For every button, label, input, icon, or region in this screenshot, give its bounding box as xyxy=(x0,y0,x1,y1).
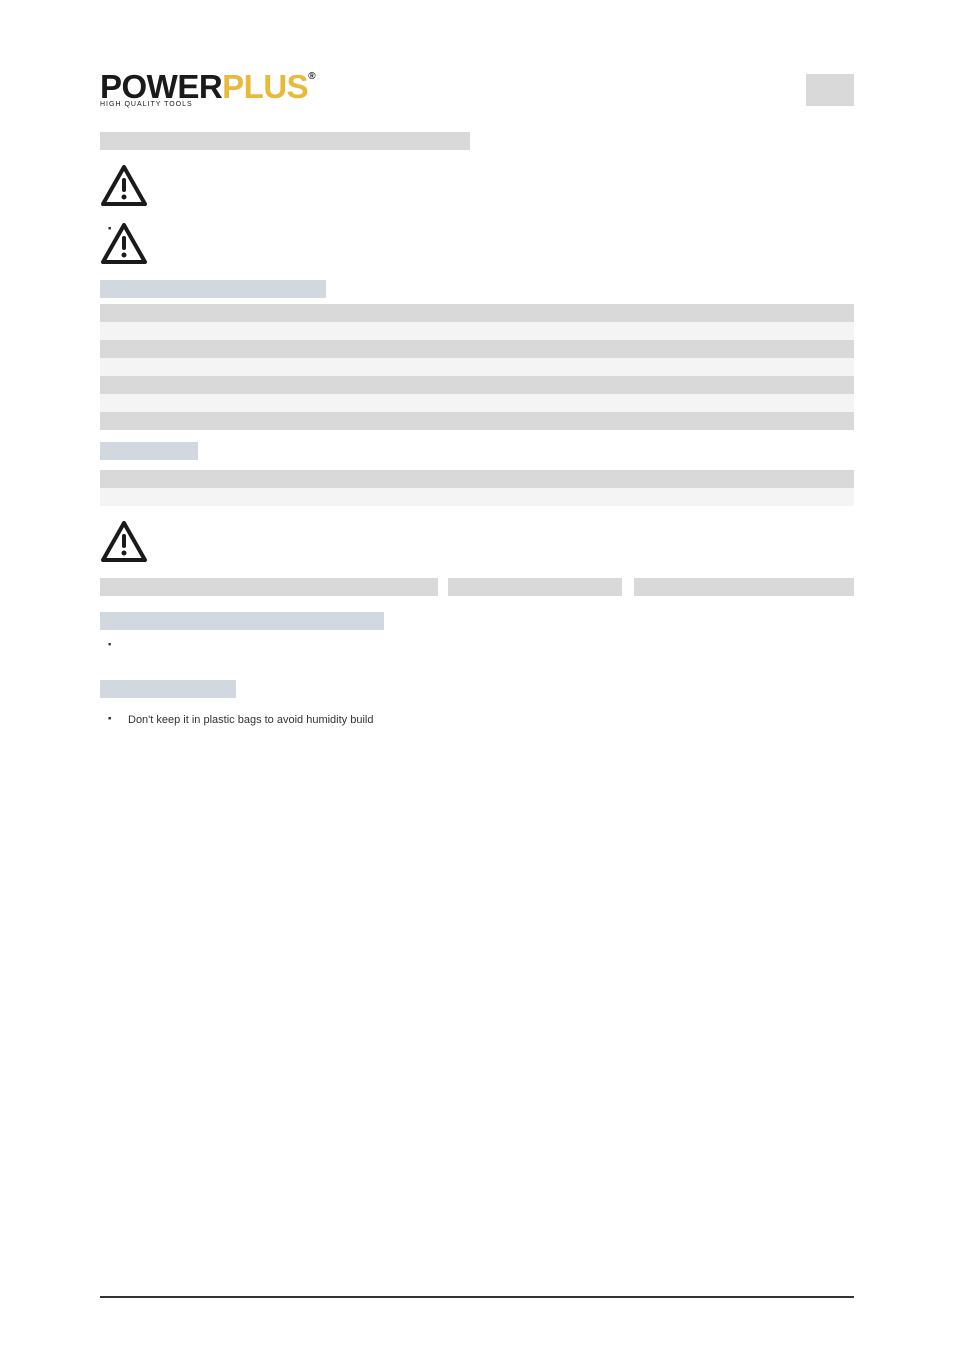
table-row xyxy=(100,358,854,376)
table-row xyxy=(100,394,854,412)
table-row xyxy=(100,488,854,506)
table-row xyxy=(100,340,854,358)
warning-block xyxy=(100,520,854,564)
bar-segment xyxy=(100,578,438,596)
warning-block xyxy=(100,222,854,266)
table-row xyxy=(100,376,854,394)
warning-icon xyxy=(100,520,148,564)
table-row xyxy=(100,304,854,322)
sub-section-bar xyxy=(100,280,326,298)
footer-line xyxy=(100,1296,854,1298)
logo: POWERPLUS® HIGH QUALITY TOOLS xyxy=(100,72,315,108)
spec-table xyxy=(100,470,854,506)
table-row xyxy=(100,412,854,430)
header: POWERPLUS® HIGH QUALITY TOOLS xyxy=(100,72,854,108)
table-row xyxy=(100,470,854,488)
table-row xyxy=(100,322,854,340)
bar-segment xyxy=(634,578,854,596)
logo-reg: ® xyxy=(308,71,315,82)
page-badge xyxy=(806,74,854,106)
section-bar xyxy=(100,132,470,150)
bar-segment xyxy=(448,578,622,596)
warning-icon xyxy=(100,164,148,208)
triple-bar xyxy=(100,578,854,596)
logo-power: POWER xyxy=(100,68,222,105)
sub-section-bar xyxy=(100,442,198,460)
footer xyxy=(100,1296,854,1304)
logo-subtitle: HIGH QUALITY TOOLS xyxy=(100,101,193,108)
logo-plus: PLUS xyxy=(222,68,308,105)
bullet-list: Don't keep it in plastic bags to avoid h… xyxy=(100,712,854,729)
sub-section-bar xyxy=(100,612,384,630)
spec-table xyxy=(100,304,854,430)
sub-section-bar xyxy=(100,680,236,698)
list-item: Don't keep it in plastic bags to avoid h… xyxy=(100,712,854,729)
warning-block xyxy=(100,164,854,208)
